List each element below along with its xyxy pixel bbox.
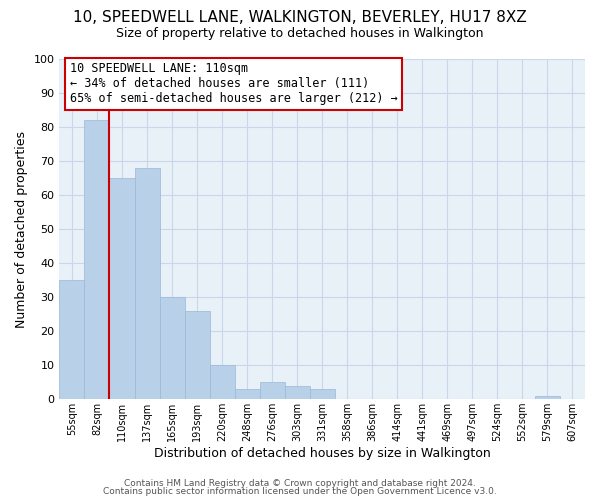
Bar xyxy=(284,386,310,399)
Bar xyxy=(109,178,134,399)
X-axis label: Distribution of detached houses by size in Walkington: Distribution of detached houses by size … xyxy=(154,447,491,460)
Bar xyxy=(260,382,284,399)
Bar xyxy=(160,297,185,399)
Y-axis label: Number of detached properties: Number of detached properties xyxy=(15,130,28,328)
Bar xyxy=(535,396,560,399)
Bar xyxy=(185,310,209,399)
Bar xyxy=(310,389,335,399)
Text: 10, SPEEDWELL LANE, WALKINGTON, BEVERLEY, HU17 8XZ: 10, SPEEDWELL LANE, WALKINGTON, BEVERLEY… xyxy=(73,10,527,25)
Text: Contains HM Land Registry data © Crown copyright and database right 2024.: Contains HM Land Registry data © Crown c… xyxy=(124,478,476,488)
Bar xyxy=(209,365,235,399)
Text: Contains public sector information licensed under the Open Government Licence v3: Contains public sector information licen… xyxy=(103,487,497,496)
Bar xyxy=(134,168,160,399)
Bar xyxy=(59,280,85,399)
Bar xyxy=(235,389,260,399)
Bar xyxy=(85,120,109,399)
Text: 10 SPEEDWELL LANE: 110sqm
← 34% of detached houses are smaller (111)
65% of semi: 10 SPEEDWELL LANE: 110sqm ← 34% of detac… xyxy=(70,62,398,106)
Text: Size of property relative to detached houses in Walkington: Size of property relative to detached ho… xyxy=(116,28,484,40)
